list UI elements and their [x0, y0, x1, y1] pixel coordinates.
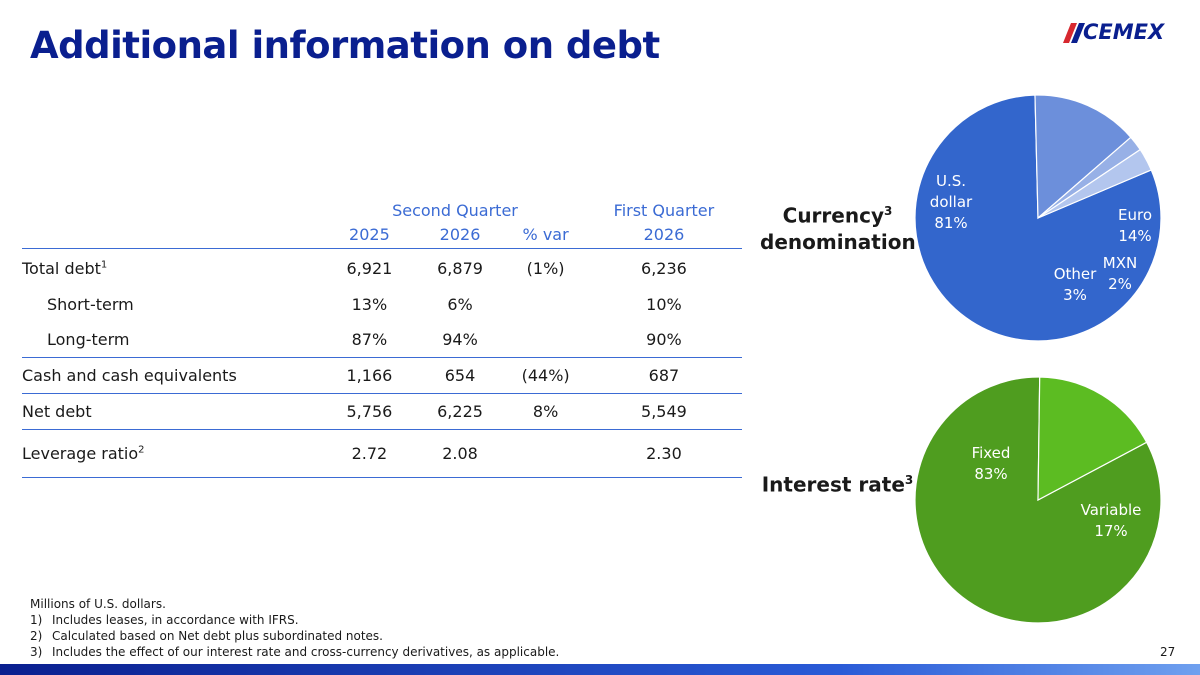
logo-text: CEMEX	[1083, 20, 1165, 44]
table-cell: 6,921	[346, 258, 393, 278]
table-cell	[505, 322, 586, 358]
table-cell: 13%	[351, 295, 388, 314]
table-row: Total debt1 6,921 6,879 (1%) 6,236	[22, 249, 742, 288]
table-cell: 6%	[447, 295, 473, 314]
footer-bar	[0, 664, 1200, 675]
pie-label-euro: Euro	[1118, 206, 1152, 224]
table-cell	[505, 287, 586, 322]
debt-table: Second Quarter First Quarter 2025 2026 %…	[22, 194, 742, 478]
table-row: Long-term 87% 94% 90%	[22, 322, 742, 358]
table-cell: 94%	[414, 322, 506, 358]
row-label: Long-term	[22, 322, 325, 358]
pie-label-mxn: MXN	[1103, 254, 1137, 272]
footnote-units: Millions of U.S. dollars.	[30, 597, 166, 611]
footnote: 2) Calculated based on Net debt plus subo…	[30, 629, 383, 643]
pie-label-variable: Variable	[1081, 501, 1142, 519]
col-header: 2026	[414, 220, 506, 249]
pie-slice-variable	[1037, 376, 1148, 502]
cemex-logo: CEMEX	[1063, 20, 1183, 46]
table-cell: 5,756	[324, 393, 415, 430]
col-header: 2026	[585, 220, 742, 249]
currency-pie-chart: U.S. dollar 81% Euro 14% MXN 2% Other 3%	[915, 94, 1162, 342]
row-label: Short-term	[47, 295, 134, 314]
row-label: Total debt1	[22, 258, 108, 278]
table-cell: 8%	[505, 393, 586, 430]
table-cell	[505, 429, 586, 478]
footnote: 3) Includes the effect of our interest ra…	[30, 645, 560, 659]
pie-label-other: 3%	[1063, 286, 1087, 304]
row-label: Net debt	[22, 393, 325, 430]
table-cell: 654	[414, 357, 506, 394]
table-cell: 2.72	[324, 429, 415, 478]
pie-label-u-s-dollar: dollar	[930, 193, 973, 211]
table-cell: 2.08	[414, 429, 506, 478]
cemex-logo-icon	[1063, 23, 1085, 43]
pie-label-variable: 17%	[1094, 522, 1127, 540]
pie-label-other: Other	[1054, 265, 1097, 283]
footnote: 1) Includes leases, in accordance with IF…	[30, 613, 299, 627]
table-cell: 5,549	[585, 393, 742, 430]
page-title: Additional information on debt	[30, 24, 660, 67]
row-label: Cash and cash equivalents	[22, 357, 325, 394]
interest-rate-pie-chart: Fixed 83% Variable 17%	[915, 376, 1162, 624]
table-cell: 6,236	[641, 258, 687, 278]
table-cell: (44%)	[505, 357, 586, 394]
pie-label-fixed: 83%	[974, 465, 1007, 483]
pie-slice-other	[1037, 148, 1153, 219]
pie-label-euro: 14%	[1118, 227, 1151, 245]
table-cell: 87%	[324, 322, 415, 358]
table-group-header: Second Quarter First Quarter	[22, 194, 742, 220]
table-row: Short-term 13% 6% 10%	[22, 287, 742, 322]
pie-label-u-s-dollar: 81%	[934, 214, 967, 232]
table-cell: 2.30	[585, 429, 742, 478]
col-header: % var	[505, 220, 586, 249]
table-column-header: 2025 2026 % var 2026	[22, 220, 742, 249]
table-cell: 687	[585, 357, 742, 394]
table-cell: (1%)	[526, 258, 565, 278]
col-header: 2025	[324, 220, 415, 249]
header-second-quarter: Second Quarter	[392, 201, 518, 220]
interest-rate-chart-label: Interest rate3	[761, 472, 914, 497]
table-cell: 10%	[646, 295, 682, 314]
header-first-quarter: First Quarter	[613, 201, 715, 220]
pie-slice-euro	[1034, 94, 1132, 220]
table-cell: 6,225	[414, 393, 506, 430]
currency-chart-label: Currency3 denomination	[760, 203, 916, 254]
table-row: Leverage ratio2 2.72 2.08 2.30	[22, 429, 742, 478]
table-row: Net debt 5,756 6,225 8% 5,549	[22, 393, 742, 430]
pie-label-fixed: Fixed	[972, 444, 1011, 462]
footnotes: Millions of U.S. dollars. 1) Includes lea…	[30, 596, 559, 660]
row-label: Leverage ratio2	[22, 429, 325, 478]
page-number: 27	[1160, 645, 1176, 659]
table-cell: 1,166	[324, 357, 415, 394]
table-cell: 6,879	[437, 258, 483, 278]
pie-label-mxn: 2%	[1108, 275, 1132, 293]
pie-label-u-s-dollar: U.S.	[936, 172, 966, 190]
table-cell: 90%	[585, 322, 742, 358]
table-row: Cash and cash equivalents 1,166 654 (44%…	[22, 357, 742, 394]
